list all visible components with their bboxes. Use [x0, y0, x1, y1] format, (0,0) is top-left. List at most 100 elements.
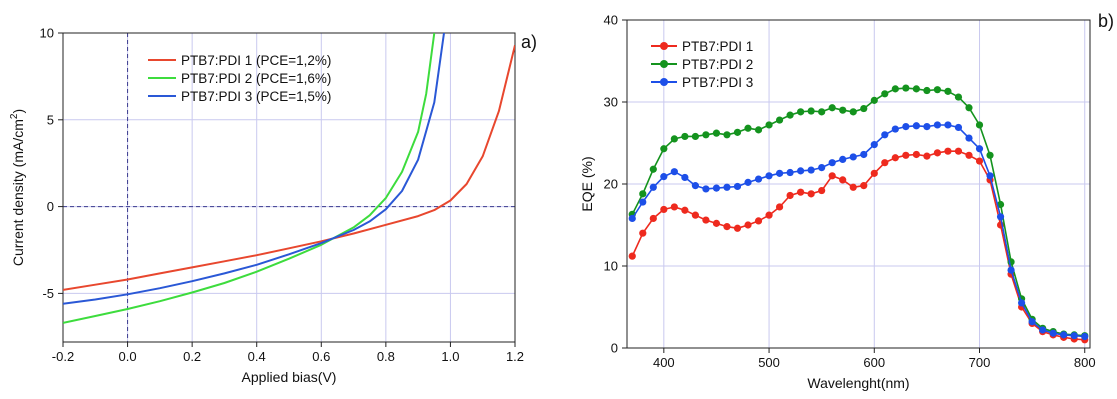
y-tick-label: 30: [604, 95, 618, 110]
data-point: [660, 205, 668, 214]
x-tick-label: 700: [969, 355, 991, 370]
data-point: [860, 182, 868, 190]
data-point: [891, 125, 899, 133]
data-point: [860, 150, 868, 159]
data-point: [923, 86, 931, 95]
series-1: [628, 147, 1089, 344]
series-line: [631, 124, 1085, 338]
y-tick-label: 5: [47, 112, 54, 127]
panel-label: a): [521, 32, 537, 52]
data-point: [712, 184, 721, 192]
panel-label: b): [1098, 11, 1114, 31]
data-point: [818, 164, 826, 172]
data-point: [639, 198, 647, 206]
data-point: [849, 183, 857, 191]
y-tick-label: -5: [42, 286, 54, 301]
data-point: [881, 90, 889, 98]
x-tick-label: 1.2: [506, 349, 524, 364]
panel-a-iv-curve: -0.2 0.0 0.2 0.4 0.6 0.8 1.0 1.2 -5 0 5 10 Applied b…: [9, 26, 537, 386]
data-point: [639, 229, 647, 237]
x-tick-label: 500: [758, 355, 780, 370]
x-tick-label: 600: [863, 355, 885, 370]
legend-swatch-marker: [660, 60, 668, 68]
data-point: [670, 135, 678, 143]
data-point: [765, 121, 773, 129]
data-point: [1018, 299, 1026, 307]
x-tick-label: 400: [653, 355, 675, 370]
data-point: [849, 108, 857, 116]
series-3: [63, 33, 445, 305]
y-tick-label: 0: [47, 199, 54, 214]
data-point: [902, 84, 910, 92]
data-point: [944, 147, 952, 155]
data-point: [691, 182, 699, 190]
data-point: [628, 214, 636, 223]
data-point: [702, 131, 710, 139]
data-point: [986, 172, 994, 180]
data-point: [786, 111, 794, 119]
data-point: [681, 206, 689, 214]
data-point: [965, 104, 973, 112]
series-2: [63, 33, 436, 324]
data-point: [818, 108, 826, 116]
x-tick-label: 0.8: [377, 349, 395, 364]
x-tick-label: 0.4: [248, 349, 266, 364]
legend-entry-label: PTB7:PDI 2 (PCE=1,6%): [181, 71, 331, 86]
data-point: [649, 165, 657, 173]
data-point: [1049, 329, 1057, 337]
data-point: [891, 85, 899, 93]
data-point: [912, 150, 920, 159]
legend: PTB7:PDI 1 PTB7:PDI 2 PTB7:PDI 3: [651, 39, 753, 90]
data-point: [797, 188, 805, 196]
y-axis-label: Current density (mA/cm2): [9, 109, 26, 266]
data-point: [933, 86, 942, 94]
legend-swatch-marker: [660, 78, 668, 86]
data-point: [786, 191, 794, 200]
data-point: [902, 123, 910, 131]
legend: PTB7:PDI 1 (PCE=1,2%) PTB7:PDI 2 (PCE=1,6…: [148, 53, 331, 104]
data-point: [702, 185, 710, 193]
data-point: [954, 123, 963, 132]
x-axis-label: Applied bias(V): [242, 369, 337, 385]
data-point: [954, 93, 963, 101]
data-point: [723, 183, 731, 191]
data-point: [754, 217, 763, 225]
y-tick-label: 40: [604, 13, 618, 28]
data-point: [712, 129, 721, 137]
data-point: [923, 123, 931, 131]
data-point: [1070, 332, 1078, 340]
x-tick-label: 0.2: [183, 349, 201, 364]
series-line: [631, 87, 1085, 337]
x-tick-label: -0.2: [52, 349, 74, 364]
y-axis-label-end: ): [10, 109, 26, 114]
data-point: [828, 159, 836, 167]
data-point: [744, 178, 752, 186]
data-point: [975, 121, 984, 129]
data-point: [765, 172, 773, 180]
data-point: [712, 219, 721, 227]
x-tick-label: 1.0: [441, 349, 459, 364]
y-tick-label: 10: [604, 259, 618, 274]
data-point: [628, 252, 636, 260]
data-point: [912, 85, 920, 93]
data-point: [797, 167, 805, 175]
data-point: [754, 175, 763, 183]
series-line: [63, 33, 445, 305]
data-point: [754, 126, 763, 134]
data-point: [923, 152, 931, 160]
plot-frame: [62, 32, 516, 343]
data-point: [1007, 266, 1015, 274]
legend-entry-label: PTB7:PDI 1 (PCE=1,2%): [181, 53, 331, 68]
data-point: [1060, 331, 1068, 339]
x-tick-label: 0.6: [312, 349, 330, 364]
data-point: [996, 200, 1005, 209]
y-axis-label-superscript: 2: [9, 113, 20, 119]
data-point: [933, 121, 942, 129]
data-point: [870, 141, 878, 149]
y-axis-label: EQE (%): [579, 156, 595, 211]
data-point: [775, 116, 784, 124]
data-point: [660, 173, 668, 181]
data-point: [744, 221, 752, 229]
data-point: [986, 151, 994, 159]
legend-entry-label: PTB7:PDI 1: [682, 39, 753, 54]
